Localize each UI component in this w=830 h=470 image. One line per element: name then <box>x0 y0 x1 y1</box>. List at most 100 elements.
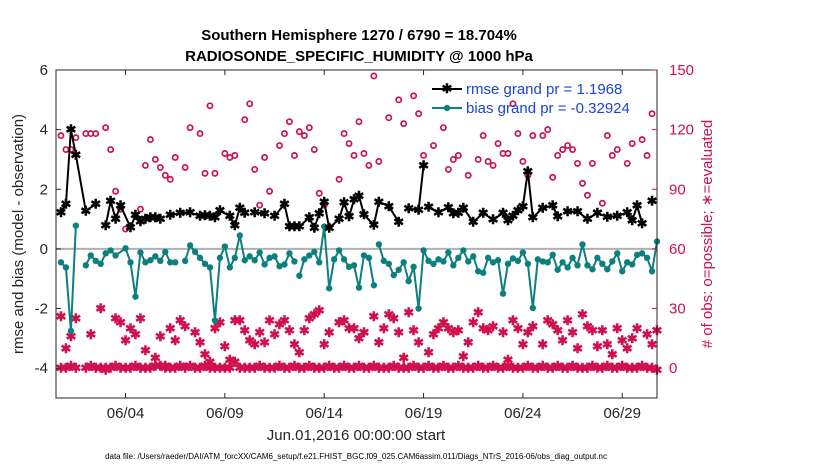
obs-evaluated-point: ✱ <box>354 331 365 346</box>
y-right-tick-label: 30 <box>669 301 686 318</box>
obs-evaluated-point: ✱ <box>368 309 379 324</box>
plot-frame <box>55 69 658 399</box>
obs-evaluated-point: ✱ <box>160 361 171 376</box>
bias-point <box>405 277 412 285</box>
bias-point <box>211 317 219 324</box>
obs-evaluated-point: ✱ <box>195 361 206 376</box>
obs-evaluated-point: ✱ <box>269 361 280 376</box>
obs-possible-point <box>494 140 502 148</box>
bias-point <box>162 248 169 256</box>
bias-point <box>87 252 94 259</box>
obs-evaluated-point: ✱ <box>239 361 250 376</box>
obs-possible-point <box>281 130 288 138</box>
obs-possible-point <box>484 157 492 165</box>
obs-evaluated-point: ✱ <box>483 361 494 376</box>
obs-evaluated-point: ✱ <box>512 321 523 336</box>
legend-rmse-label: rmse grand pr = 1.1968 <box>466 81 622 98</box>
obs-evaluated-point: ✱ <box>224 361 235 376</box>
obs-possible-point <box>643 152 651 159</box>
obs-evaluated-point: ✱ <box>378 321 389 336</box>
bias-point <box>221 243 229 250</box>
obs-evaluated-point: ✱ <box>205 355 216 370</box>
rmse-point: ✱ <box>418 158 429 173</box>
obs-evaluated-point: ✱ <box>125 361 136 376</box>
bias-point <box>276 263 283 270</box>
obs-evaluated-point: ✱ <box>304 359 315 374</box>
obs-possible-point <box>564 142 572 149</box>
obs-possible-point <box>181 163 189 171</box>
bias-point <box>191 248 199 256</box>
obs-evaluated-point: ✱ <box>130 359 141 374</box>
obs-evaluated-point: ✱ <box>120 361 131 376</box>
rmse-point: ✱ <box>65 122 76 137</box>
obs-evaluated-point: ✱ <box>304 311 315 326</box>
obs-evaluated-point: ✱ <box>234 313 245 328</box>
bias-point <box>569 254 576 262</box>
obs-evaluated-point: ✱ <box>557 333 568 348</box>
bias-point <box>584 262 591 269</box>
bias-point <box>415 305 422 312</box>
obs-evaluated-point: ✱ <box>279 313 290 328</box>
bias-point <box>619 268 626 275</box>
obs-evaluated-point: ✱ <box>140 361 151 376</box>
bias-point <box>147 257 154 264</box>
bias-point <box>251 257 258 264</box>
bias-point <box>564 264 571 271</box>
obs-evaluated-point: ✱ <box>344 321 355 336</box>
y-left-tick-label: -4 <box>35 360 48 377</box>
rmse-point: ✱ <box>354 188 365 203</box>
obs-evaluated-point: ✱ <box>150 351 161 366</box>
obs-possible-point <box>514 130 522 138</box>
rmse-point: ✱ <box>488 212 499 227</box>
obs-possible-point <box>410 92 418 100</box>
obs-evaluated-point: ✱ <box>527 319 538 334</box>
rmse-point: ✱ <box>214 203 225 218</box>
obs-possible-point <box>211 169 219 177</box>
bias-point <box>579 241 586 248</box>
obs-possible-point <box>439 124 447 132</box>
obs-evaluated-point: ✱ <box>284 323 295 338</box>
rmse-point: ✱ <box>403 201 414 216</box>
obs-evaluated-point: ✱ <box>254 359 265 374</box>
obs-evaluated-point: ✱ <box>552 323 563 338</box>
obs-evaluated-point: ✱ <box>130 327 141 342</box>
bias-point <box>291 258 298 265</box>
obs-evaluated-point: ✱ <box>592 339 603 354</box>
obs-evaluated-point: ✱ <box>180 361 191 376</box>
bias-point <box>455 254 462 262</box>
bias-point <box>474 268 482 275</box>
obs-possible-point <box>285 118 293 126</box>
bias-point <box>241 257 248 264</box>
obs-evaluated-point: ✱ <box>274 359 285 374</box>
rmse-point: ✱ <box>130 208 141 223</box>
obs-possible-point <box>608 152 616 159</box>
obs-evaluated-point: ✱ <box>468 315 479 330</box>
obs-evaluated-point: ✱ <box>458 349 469 364</box>
rmse-point: ✱ <box>200 208 211 223</box>
obs-evaluated-point: ✱ <box>373 361 384 376</box>
obs-possible-point <box>588 159 596 167</box>
bias-point <box>390 271 397 279</box>
y-right-tick-label: 60 <box>669 241 686 258</box>
bias-point <box>325 285 333 292</box>
obs-evaluated-point: ✱ <box>383 361 394 376</box>
obs-evaluated-point: ✱ <box>393 361 404 376</box>
obs-possible-point <box>385 114 393 122</box>
obs-evaluated-point: ✱ <box>180 319 191 334</box>
obs-evaluated-point: ✱ <box>314 303 325 318</box>
y-left-tick-label: 0 <box>40 241 48 258</box>
obs-evaluated-point: ✱ <box>349 321 360 336</box>
obs-evaluated-point: ✱ <box>508 361 519 376</box>
obs-evaluated-point: ✱ <box>120 333 131 348</box>
obs-evaluated-point: ✱ <box>105 361 116 376</box>
obs-possible-point <box>504 150 512 157</box>
bias-point <box>181 257 189 265</box>
x-tick-label: 06/24 <box>504 405 542 422</box>
obs-possible-point <box>474 156 482 163</box>
obs-possible-point <box>360 150 368 157</box>
rmse-point: ✱ <box>304 210 315 225</box>
obs-evaluated-point: ✱ <box>110 311 121 326</box>
obs-evaluated-point: ✱ <box>259 335 270 350</box>
obs-evaluated-point: ✱ <box>214 361 225 376</box>
obs-evaluated-point: ✱ <box>358 325 369 340</box>
